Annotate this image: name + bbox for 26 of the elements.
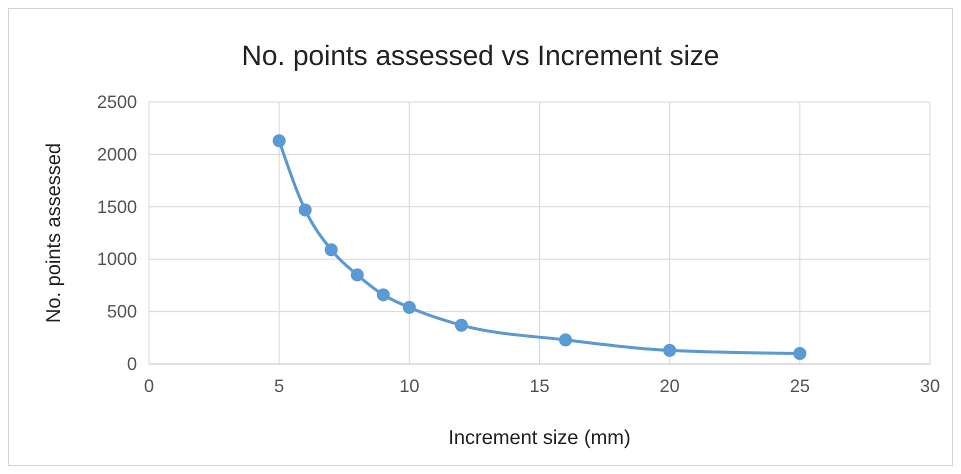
x-axis-title: Increment size (mm) xyxy=(448,427,631,449)
point xyxy=(402,300,416,314)
x-tick-label: 20 xyxy=(660,376,680,396)
y-tick-label: 500 xyxy=(106,302,137,322)
point xyxy=(454,318,468,332)
point xyxy=(298,203,312,216)
y-tick-label: 2000 xyxy=(96,144,137,164)
point xyxy=(376,288,390,302)
point xyxy=(272,134,286,148)
y-tick-label: 1000 xyxy=(96,249,137,270)
x-tick-label: 25 xyxy=(790,376,810,396)
y-tick-label: 0 xyxy=(126,354,137,374)
point xyxy=(793,347,806,360)
x-tick-label: 15 xyxy=(529,376,550,396)
chart-title: No. points assessed vs Increment size xyxy=(242,40,720,71)
x-tick-label: 10 xyxy=(399,376,420,396)
point xyxy=(324,243,338,256)
y-tick-label: 1500 xyxy=(96,196,137,217)
x-tick-label: 5 xyxy=(274,376,284,396)
point xyxy=(559,333,572,346)
y-axis-title: No. points assessed xyxy=(43,142,65,324)
x-tick-label: 30 xyxy=(920,376,940,396)
y-tick-label: 2500 xyxy=(96,92,137,112)
x-tick-label: 0 xyxy=(144,376,154,396)
point xyxy=(350,268,364,282)
point xyxy=(663,344,676,357)
